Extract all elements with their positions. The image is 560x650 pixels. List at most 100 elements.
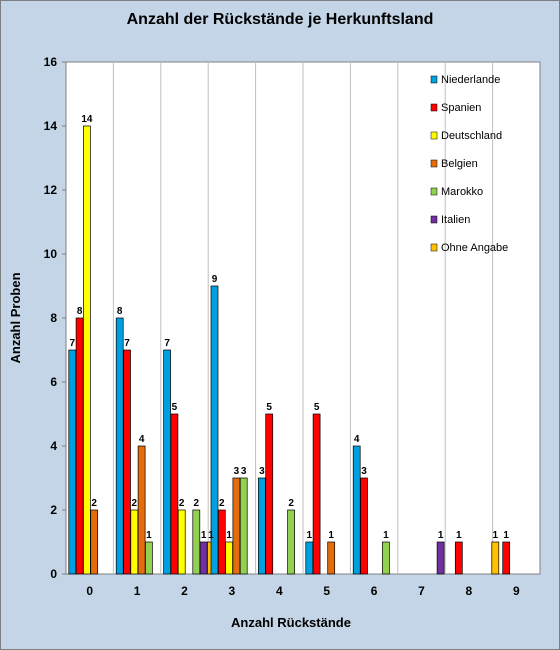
legend-label: Niederlande [441,74,500,86]
bar [225,541,233,575]
bar [454,541,463,575]
data-label: 7 [70,338,76,349]
data-label: 3 [234,466,240,477]
data-label: 14 [81,114,93,125]
bar [210,285,219,575]
data-label: 1 [146,530,152,541]
bar [199,541,208,575]
y-axis-ticks: 0 2 4 6 8 10 12 14 16 [44,55,66,581]
legend-swatch [430,103,438,112]
data-label: 4 [354,434,360,445]
legend-label: Italien [441,214,470,226]
x-axis-title: Anzahl Rückstände [231,615,351,630]
legend-swatch [430,131,438,140]
x-tick-label: 0 [86,584,93,598]
y-tick-label: 8 [50,311,57,325]
data-label: 3 [241,466,247,477]
bar [68,349,77,575]
data-label: 5 [172,402,178,413]
bar [137,445,146,575]
data-label: 7 [124,338,130,349]
y-tick-label: 2 [50,503,57,517]
data-label: 1 [503,530,509,541]
data-label: 9 [212,274,218,285]
data-label: 5 [266,402,272,413]
data-label: 2 [194,498,200,509]
y-tick-label: 0 [50,567,57,581]
data-label: 3 [361,466,367,477]
bar [312,413,321,575]
bar [170,413,179,575]
legend: Niederlande Spanien Deutschland Belgien Maro… [430,74,508,254]
data-label: 1 [328,530,334,541]
y-tick-label: 4 [50,439,57,453]
data-label: 1 [201,530,207,541]
data-label: 2 [179,498,185,509]
data-label: 1 [493,530,499,541]
y-tick-label: 16 [44,55,58,69]
legend-label: Deutschland [441,130,502,142]
y-axis-title: Anzahl Proben [8,272,23,363]
gridlines [112,62,494,574]
data-label: 1 [438,530,444,541]
data-label: 5 [314,402,320,413]
bar [382,541,390,575]
bar [145,541,153,575]
x-tick-label: 6 [371,584,378,598]
legend-label: Spanien [441,102,481,114]
x-tick-label: 7 [418,584,425,598]
bar [360,477,368,575]
x-tick-label: 1 [134,584,141,598]
data-label: 7 [164,338,170,349]
data-label: 2 [132,498,138,509]
bar [265,413,274,575]
data-label: 8 [117,306,123,317]
bar [305,541,314,575]
legend-label: Belgien [441,158,478,170]
bar [177,509,186,575]
bar [502,541,511,575]
legend-swatch [430,243,438,252]
bar [83,125,91,575]
bar [327,541,336,575]
bar [90,509,99,575]
data-label: 1 [456,530,462,541]
bar [130,509,139,575]
data-label: 1 [383,530,389,541]
bar [192,509,201,575]
y-tick-label: 6 [50,375,57,389]
bar [436,541,445,575]
data-label: 2 [91,498,97,509]
data-label: 2 [288,498,294,509]
x-tick-label: 2 [181,584,188,598]
legend-swatch [430,159,438,168]
y-tick-label: 12 [44,183,58,197]
bar [491,541,500,575]
bar [232,477,241,575]
bar [217,509,226,575]
data-label: 3 [259,466,265,477]
legend-label: Ohne Angabe [441,242,508,254]
data-label: 2 [219,498,225,509]
bars [68,125,511,575]
bar [123,349,131,575]
bar [163,349,171,575]
bar [75,317,84,575]
data-label: 1 [226,530,232,541]
data-label: 1 [307,530,313,541]
x-tick-label: 4 [276,584,283,598]
x-tick-label: 9 [513,584,520,598]
legend-swatch [430,75,438,84]
legend-label: Marokko [441,186,483,198]
x-tick-label: 5 [323,584,330,598]
x-tick-label: 8 [466,584,473,598]
bar [352,445,361,575]
x-tick-label: 3 [229,584,236,598]
legend-swatch [430,187,438,196]
bar [258,477,266,575]
data-label: 1 [208,530,214,541]
y-tick-label: 10 [44,247,58,261]
